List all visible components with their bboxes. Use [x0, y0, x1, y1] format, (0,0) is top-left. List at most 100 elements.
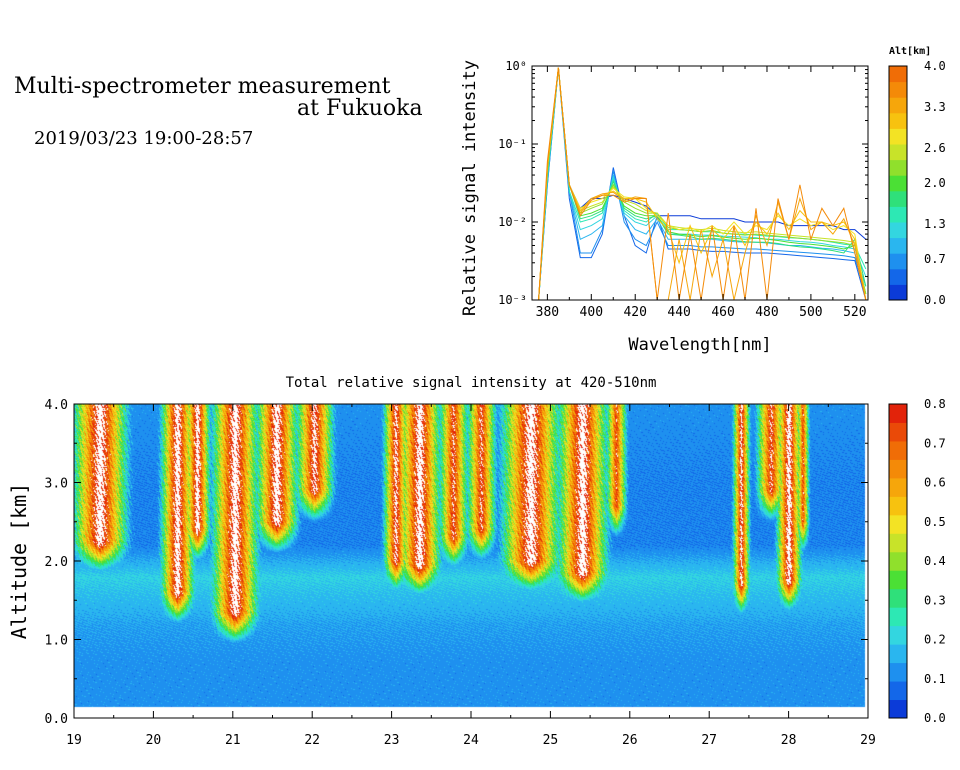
spectrum-x-tick-label: 400 [580, 305, 603, 320]
heatmap-y-axis-label: Altitude [km] [7, 483, 31, 640]
altitude-colorbar-tick-label: 0.0 [924, 293, 946, 307]
intensity-colorbar-tick-label: 0.6 [924, 476, 946, 490]
intensity-colorbar-swatch [889, 681, 907, 701]
spectrum-line-9 [534, 67, 867, 300]
figure-title-line1: Multi-spectrometer measurement [14, 74, 391, 99]
altitude-colorbar-swatch [889, 253, 907, 270]
spectrum-x-tick-label: 520 [843, 305, 866, 320]
altitude-colorbar-tick-label: 0.7 [924, 252, 946, 266]
intensity-colorbar-tick-label: 0.4 [924, 554, 946, 568]
heatmap-x-tick-label: 29 [860, 733, 876, 748]
spectrum-x-tick-label: 480 [755, 305, 778, 320]
altitude-colorbar-tick-label: 4.0 [924, 59, 946, 73]
heatmap-x-tick-label: 20 [146, 733, 162, 748]
heatmap-title: Total relative signal intensity at 420-5… [286, 375, 657, 391]
figure-title-line2: at Fukuoka [297, 96, 423, 121]
heatmap-y-tick-label: 1.0 [45, 634, 68, 649]
altitude-colorbar-swatch [889, 81, 907, 98]
intensity-colorbar-frame [888, 403, 908, 719]
altitude-colorbar-swatch [889, 175, 907, 192]
intensity-colorbar-tick-label: 0.5 [924, 515, 946, 529]
spectrum-line-8 [534, 67, 867, 300]
intensity-colorbar-swatch [889, 625, 907, 645]
spectrum-y-tick-label: 10⁰ [505, 59, 527, 73]
spectrum-x-axis-label: Wavelength[nm] [628, 335, 771, 355]
heatmap-x-tick-label: 27 [701, 733, 717, 748]
altitude-colorbar-tick-label: 3.3 [924, 100, 946, 114]
spectrum-plot-frame [531, 65, 869, 301]
spectrum-line-2 [534, 67, 867, 300]
intensity-colorbar-swatch [889, 644, 907, 664]
heatmap-x-tick-label: 23 [384, 733, 400, 748]
heatmap-raster [74, 404, 868, 718]
intensity-colorbar-swatch [889, 588, 907, 608]
spectrum-x-tick-label: 420 [623, 305, 646, 320]
spectrum-line-7 [534, 67, 867, 300]
intensity-colorbar-tick-label: 0.8 [924, 397, 946, 411]
intensity-colorbar-swatch [889, 459, 907, 479]
altitude-colorbar-swatch [889, 284, 907, 301]
intensity-colorbar-tick-label: 0.0 [924, 711, 946, 725]
spectrum-series-group [534, 67, 867, 300]
heatmap-raster-container [74, 404, 868, 718]
spectrum-x-tick-label: 500 [799, 305, 822, 320]
altitude-colorbar-tick-label: 2.0 [924, 176, 946, 190]
spectrum-line-12 [534, 67, 867, 300]
intensity-colorbar-swatch [889, 570, 907, 590]
intensity-colorbar-swatch [889, 440, 907, 460]
spectrum-y-axis-label: Relative signal intensity [460, 60, 480, 316]
heatmap-y-tick-label: 2.0 [45, 555, 68, 570]
intensity-colorbar-swatch [889, 699, 907, 719]
spectrum-y-tick-label: 10⁻² [498, 215, 527, 229]
intensity-colorbar-tick-label: 0.1 [924, 672, 946, 686]
heatmap-y-tick-label: 0.0 [45, 712, 68, 727]
heatmap-y-tick-label: 4.0 [45, 398, 68, 413]
spectrum-x-tick-label: 440 [667, 305, 690, 320]
altitude-colorbar-swatch [889, 128, 907, 145]
intensity-colorbar-swatch [889, 551, 907, 571]
intensity-colorbar-swatch [889, 662, 907, 682]
altitude-colorbar-swatch [889, 268, 907, 285]
heatmap-x-tick-label: 25 [543, 733, 559, 748]
altitude-colorbar-swatch [889, 112, 907, 129]
altitude-colorbar-tick-label: 1.3 [924, 217, 946, 231]
heatmap-x-tick-label: 21 [225, 733, 241, 748]
altitude-colorbar-frame [888, 65, 908, 301]
heatmap-x-tick-label: 22 [304, 733, 320, 748]
intensity-colorbar-tick-label: 0.2 [924, 633, 946, 647]
altitude-colorbar-swatch [889, 97, 907, 114]
intensity-colorbar-swatch [889, 607, 907, 627]
intensity-colorbar-tick-label: 0.7 [924, 436, 946, 450]
spectrum-line-5 [534, 67, 867, 300]
intensity-colorbar-swatch [889, 477, 907, 497]
heatmap-x-tick-label: 28 [781, 733, 797, 748]
altitude-colorbar-swatch [889, 190, 907, 207]
altitude-colorbar-swatch [889, 66, 907, 83]
altitude-colorbar-swatch [889, 206, 907, 223]
heatmap-y-tick-label: 3.0 [45, 477, 68, 492]
heatmap-x-tick-label: 19 [66, 733, 82, 748]
altitude-colorbar-title: Alt[km] [889, 46, 931, 57]
heatmap-x-tick-label: 26 [622, 733, 638, 748]
altitude-colorbar-swatch [889, 222, 907, 239]
spectrum-y-tick-label: 10⁻³ [498, 293, 527, 307]
intensity-colorbar-swatch [889, 404, 907, 423]
spectrum-x-tick-label: 460 [711, 305, 734, 320]
altitude-colorbar-swatch [889, 159, 907, 176]
intensity-colorbar-swatch [889, 496, 907, 516]
spectrum-line-14 [534, 67, 867, 300]
spectrum-line-3 [534, 67, 867, 300]
intensity-colorbar-swatch [889, 514, 907, 534]
measurement-datetime: 2019/03/23 19:00-28:57 [34, 128, 254, 149]
altitude-colorbar-swatch [889, 144, 907, 161]
heatmap-x-tick-label: 24 [463, 733, 479, 748]
intensity-colorbar-swatch [889, 533, 907, 553]
spectrum-y-tick-label: 10⁻¹ [498, 137, 527, 151]
spectrum-x-tick-label: 380 [536, 305, 559, 320]
intensity-colorbar-swatch [889, 422, 907, 442]
altitude-colorbar-swatch [889, 237, 907, 254]
altitude-colorbar-tick-label: 2.6 [924, 141, 946, 155]
intensity-colorbar-tick-label: 0.3 [924, 593, 946, 607]
